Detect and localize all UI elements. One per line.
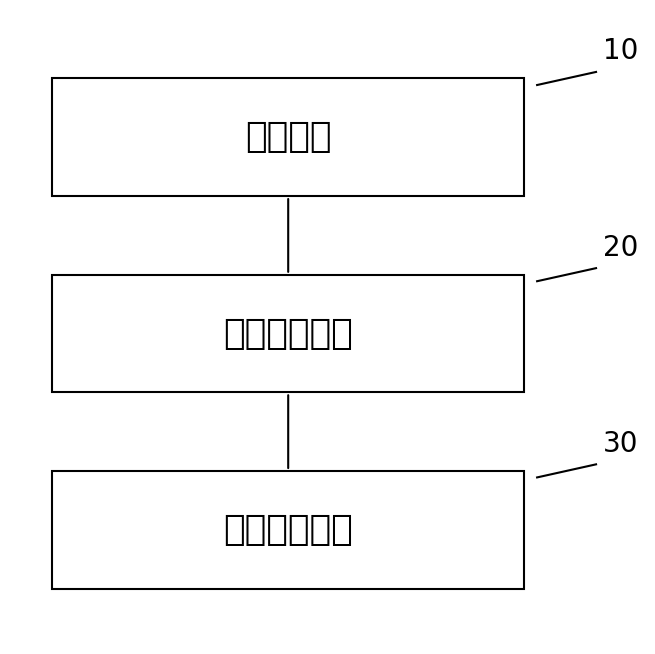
- FancyBboxPatch shape: [52, 78, 524, 196]
- FancyBboxPatch shape: [52, 275, 524, 392]
- Text: 30: 30: [603, 430, 638, 458]
- Text: 20: 20: [603, 233, 638, 262]
- Text: 10: 10: [603, 37, 638, 65]
- Text: 第一确定模块: 第一确定模块: [223, 317, 353, 351]
- FancyBboxPatch shape: [52, 471, 524, 589]
- Text: 获取模块: 获取模块: [245, 120, 331, 154]
- Text: 第二确定模块: 第二确定模块: [223, 513, 353, 547]
